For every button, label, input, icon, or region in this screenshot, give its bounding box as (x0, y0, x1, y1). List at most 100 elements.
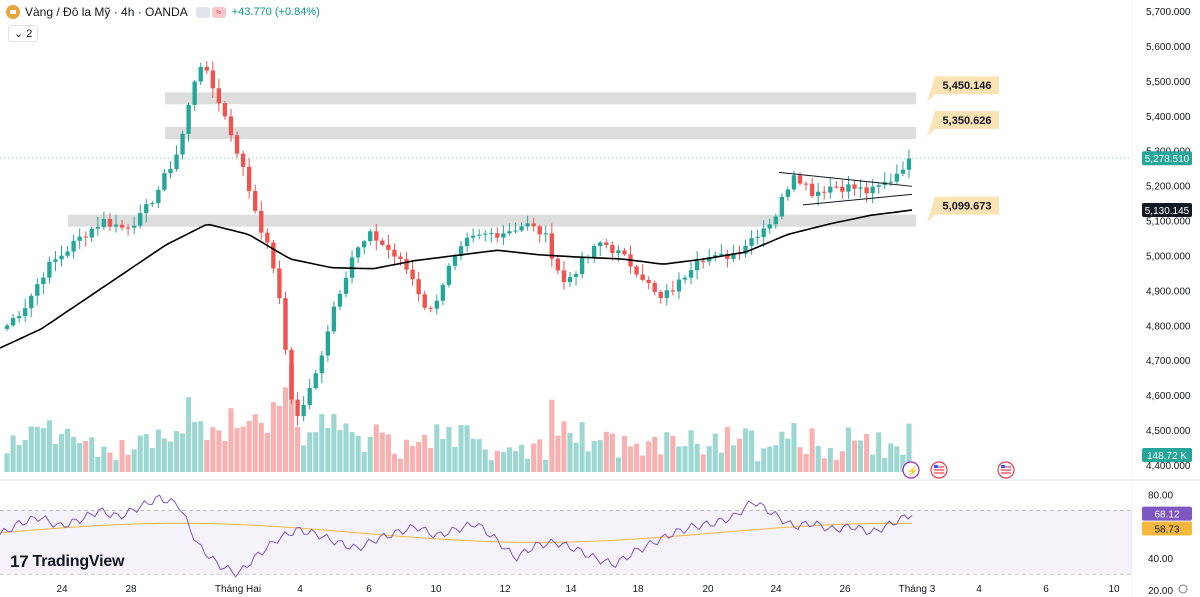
volume-bar (839, 451, 845, 472)
volume-bar (210, 427, 216, 472)
volume-bar (597, 440, 603, 472)
rsi-value-badge-text: 68.12 (1154, 510, 1179, 521)
candle-body (246, 166, 252, 192)
candle-body (610, 245, 615, 254)
flag-canton (934, 465, 938, 468)
candle-body (707, 257, 712, 262)
volume-bar (416, 442, 422, 472)
volume-bar (579, 422, 585, 472)
volume-bar (718, 452, 724, 472)
candle-body (10, 318, 16, 326)
volume-bar (736, 438, 743, 472)
volume-bar (52, 444, 58, 472)
volume-bar (325, 427, 331, 472)
rsi-ma-value-badge: 58.73 (1142, 521, 1192, 536)
volume-bar (40, 428, 46, 472)
gold-symbol-icon (6, 5, 20, 19)
volume-bar (603, 431, 609, 472)
volume-bar (755, 461, 761, 472)
candle-body (162, 173, 167, 190)
candle-body (682, 277, 688, 280)
volume-bar (270, 402, 276, 472)
volume-bar (410, 446, 416, 472)
indicators-collapse-button[interactable]: ⌄ 2 (8, 25, 39, 42)
rsi-ma-value-badge-bg (1142, 521, 1192, 536)
flag-canton (1001, 465, 1005, 468)
volume-bar (337, 430, 343, 472)
zone-band (165, 127, 916, 140)
candle-body (410, 269, 415, 280)
candle-body (240, 153, 246, 167)
volume-bar (549, 399, 555, 472)
time-tick-label: 24 (56, 584, 68, 595)
volume-bar (161, 438, 167, 472)
time-tick-label: 14 (565, 584, 577, 595)
candle-body (392, 249, 397, 257)
candle-body (519, 226, 524, 231)
volume-bar (252, 414, 258, 472)
volume-bar (730, 445, 736, 472)
price-tick-label: 4,500.000 (1146, 426, 1191, 437)
candle-body (809, 183, 815, 196)
candle-body (864, 187, 869, 194)
volume-bar (706, 446, 712, 472)
tradingview-logo[interactable]: 17 TradingView (10, 552, 124, 572)
volume-bar (77, 442, 83, 472)
candle-body (271, 242, 276, 269)
volume-bar (282, 387, 289, 472)
candle-body (785, 189, 791, 197)
candle-body (870, 186, 875, 194)
candle-body (501, 233, 506, 238)
candle-body (301, 405, 306, 417)
volume-bar (561, 421, 567, 472)
candle-body (53, 259, 58, 262)
volume-bar (204, 440, 210, 472)
candle-body (210, 70, 216, 89)
candle-body (307, 388, 312, 406)
candle-body (513, 230, 518, 232)
candle-body (380, 240, 385, 245)
volume-bar (71, 436, 77, 472)
candle-body (622, 250, 627, 255)
price-change: +43.770 (+0.84%) (231, 6, 320, 18)
volume-bar (573, 442, 579, 472)
candle-body (773, 216, 778, 225)
candle-body (119, 224, 125, 228)
candle-body (4, 325, 10, 329)
candle-body (113, 224, 119, 227)
candle-body (846, 184, 851, 192)
indicator-toggle[interactable]: ≈ (195, 6, 226, 18)
dash-icon (195, 6, 210, 18)
volume-bar (16, 445, 22, 472)
candle-body (634, 266, 639, 275)
volume-bar (567, 432, 573, 472)
volume-bar (494, 450, 500, 472)
volume-bar (46, 420, 52, 472)
volume-bar (65, 428, 71, 472)
volume-bar (640, 455, 646, 472)
candle-body (47, 261, 52, 278)
candle-body (265, 232, 270, 243)
candle-body (192, 81, 197, 105)
settings-gear-icon (1178, 584, 1188, 594)
volume-bar (131, 449, 137, 472)
volume-bar (34, 426, 40, 472)
symbol-title[interactable]: Vàng / Đô la Mỹ · 4h · OANDA (25, 5, 188, 19)
volume-bar (476, 439, 482, 472)
time-tick-label: 12 (499, 584, 511, 595)
volume-bar (851, 440, 858, 472)
candle-body (852, 184, 857, 189)
zone-label-box (927, 76, 999, 103)
volume-bar (155, 429, 161, 472)
volume-bar (404, 439, 410, 472)
candle-body (507, 231, 512, 234)
volume-bar (137, 435, 143, 472)
candle-body (477, 234, 482, 236)
candle-body (198, 66, 203, 82)
candle-body (489, 233, 494, 235)
candle-body (670, 290, 676, 292)
zone-label-text: 5,350.626 (943, 115, 992, 127)
volume-bar (742, 428, 749, 472)
candle-body (422, 294, 427, 308)
